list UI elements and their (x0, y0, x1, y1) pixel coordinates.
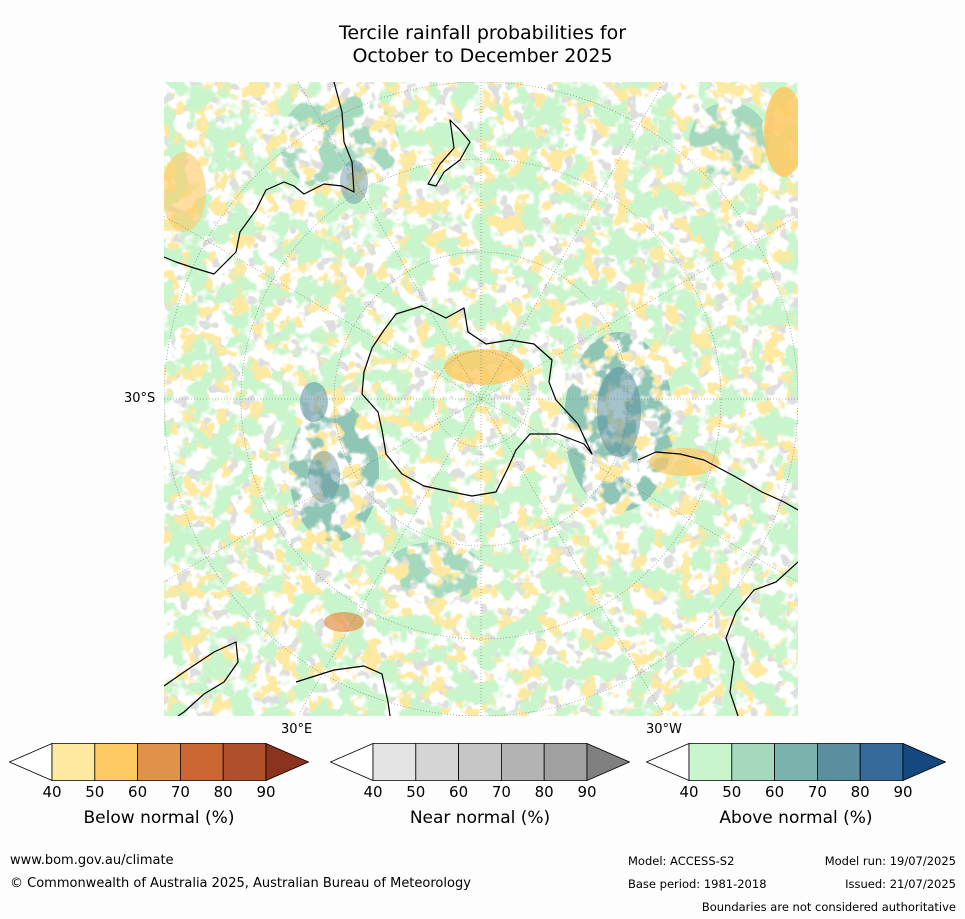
colorbar-box (774, 743, 818, 781)
latitude-label: 30°S (124, 391, 156, 406)
near-normal-ticks: 40 50 60 70 80 90 (330, 783, 630, 803)
base-period-text: Base period: 1981-2018 (628, 877, 767, 891)
colorbar-tick-label: 60 (128, 783, 148, 801)
colorbar-tick-label: 70 (170, 783, 190, 801)
colorbar-tick-label: 80 (213, 783, 233, 801)
colorbar-box (51, 743, 96, 781)
africa-coast (164, 641, 391, 716)
below-normal-colorbar (8, 742, 310, 782)
longitude-label-east: 30°E (281, 722, 313, 737)
colorbar-tick-label: 40 (363, 783, 383, 801)
below-normal-title: Below normal (%) (83, 808, 235, 828)
colorbar-box (688, 743, 733, 781)
colorbar-tick-label: 80 (850, 783, 870, 801)
colorbar-box (137, 743, 181, 781)
colorbar-tick-label: 60 (449, 783, 469, 801)
colorbar-tick-label: 60 (765, 783, 785, 801)
near-normal-colorbar (329, 742, 631, 782)
colorbar-box (372, 743, 417, 781)
colorbar-over-triangle (265, 742, 310, 782)
colorbar-tick-label: 40 (42, 783, 62, 801)
colorbar-tick-label: 40 (679, 783, 699, 801)
probability-map[interactable] (164, 82, 798, 716)
above-normal-colorbar (645, 742, 947, 782)
graticule (164, 82, 798, 716)
above-normal-ticks: 40 50 60 70 80 90 (646, 783, 946, 803)
south-america-coast (637, 451, 798, 716)
website-link[interactable]: www.bom.gov.au/climate (10, 853, 174, 868)
colorbar-box (543, 743, 588, 781)
australia-coast (164, 82, 355, 275)
new-zealand-coast (427, 119, 471, 187)
colorbar-over-triangle (902, 742, 947, 782)
colorbar-tick-label: 90 (577, 783, 597, 801)
colorbar-box (859, 743, 904, 781)
copyright-text: © Commonwealth of Australia 2025, Austra… (10, 876, 471, 891)
longitude-label-west: 30°W (646, 722, 682, 737)
issued-text: Issued: 21/07/2025 (845, 877, 956, 891)
colorbar-over-triangle (586, 742, 631, 782)
colorbar-box (816, 743, 861, 781)
colorbar-box (731, 743, 776, 781)
antarctica-coast (361, 305, 593, 497)
colorbar-tick-label: 90 (893, 783, 913, 801)
colorbar-tick-label: 70 (491, 783, 511, 801)
above-normal-strong (300, 160, 641, 503)
colorbar-tick-label: 50 (406, 783, 426, 801)
near-normal-title: Near normal (%) (409, 808, 551, 828)
colorbar-under-triangle (329, 742, 374, 782)
colorbar-box (94, 743, 139, 781)
colorbar-tick-label: 70 (807, 783, 827, 801)
below-normal-strong (164, 87, 798, 632)
colorbar-tick-label: 80 (534, 783, 554, 801)
model-run-text: Model run: 19/07/2025 (824, 854, 956, 868)
colorbar-box (179, 743, 224, 781)
colorbar-tick-label: 50 (722, 783, 742, 801)
title-line-1: Tercile rainfall probabilities for (338, 22, 627, 44)
colorbar-box (222, 743, 267, 781)
colorbar-tick-label: 50 (85, 783, 105, 801)
model-text: Model: ACCESS-S2 (628, 854, 735, 868)
below-normal-ticks: 40 50 60 70 80 90 (9, 783, 309, 803)
coastlines (164, 82, 798, 716)
disclaimer-text: Boundaries are not considered authoritat… (701, 900, 956, 914)
colorbar-box (415, 743, 460, 781)
title-line-2: October to December 2025 (352, 45, 613, 67)
colorbar-tick-label: 90 (256, 783, 276, 801)
map-title: Tercile rainfall probabilities for Octob… (0, 22, 965, 68)
colorbar-under-triangle (645, 742, 690, 782)
colorbar-box (458, 743, 502, 781)
above-normal-title: Above normal (%) (719, 808, 873, 828)
colorbar-under-triangle (8, 742, 53, 782)
colorbar-box (500, 743, 545, 781)
